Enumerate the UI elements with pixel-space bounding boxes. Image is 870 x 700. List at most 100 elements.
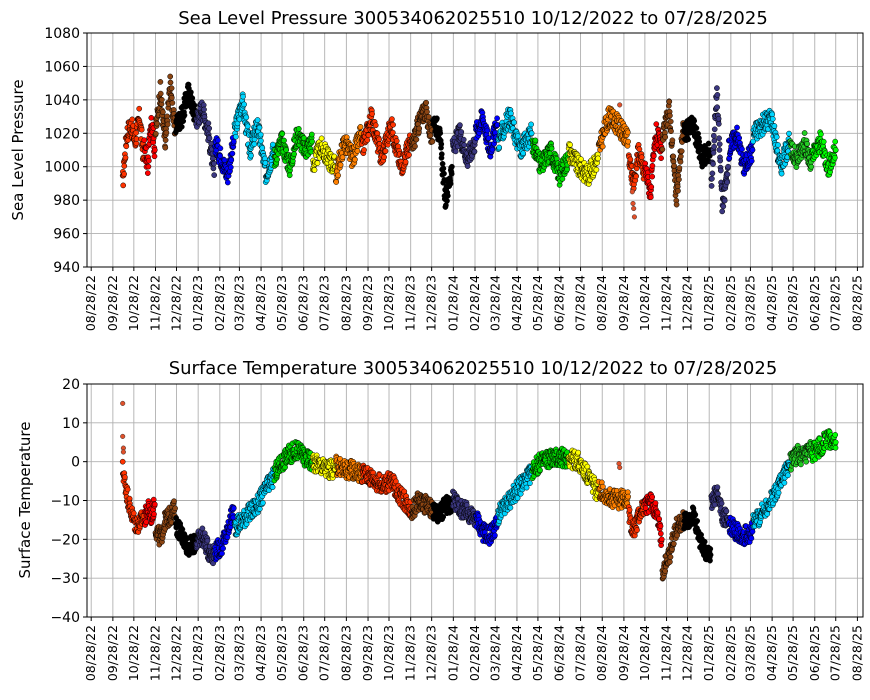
- x-tick-label: 11/28/22: [148, 275, 163, 331]
- data-point: [151, 511, 157, 518]
- data-point: [595, 155, 601, 162]
- data-point: [458, 129, 465, 135]
- data-point: [295, 125, 302, 132]
- data-point: [710, 132, 717, 139]
- data-series: [565, 141, 601, 187]
- data-point: [241, 101, 247, 108]
- data-series: [271, 125, 315, 179]
- data-point: [148, 114, 155, 121]
- data-point: [243, 114, 250, 121]
- data-point: [393, 138, 400, 144]
- data-point: [520, 150, 527, 157]
- data-point: [167, 73, 174, 80]
- data-series: [472, 510, 501, 547]
- x-tick-label: 01/28/25: [701, 275, 716, 331]
- x-tick-label: 06/28/25: [807, 275, 822, 331]
- data-point: [832, 138, 839, 145]
- data-series: [495, 463, 535, 527]
- data-point: [138, 126, 145, 133]
- data-point: [457, 122, 463, 128]
- data-point: [710, 149, 717, 156]
- data-point: [718, 500, 725, 507]
- data-point: [775, 142, 781, 148]
- data-point: [164, 121, 171, 128]
- data-series: [430, 493, 455, 525]
- data-point: [548, 145, 555, 152]
- y-tick-label: 1000: [44, 160, 80, 176]
- data-point: [230, 505, 237, 512]
- data-series: [358, 462, 414, 519]
- data-point: [123, 143, 130, 150]
- data-point: [714, 484, 721, 491]
- data-point: [269, 484, 276, 491]
- data-point: [625, 493, 631, 500]
- y-tick-label: 960: [53, 227, 80, 243]
- x-tick-label: 03/28/25: [742, 625, 757, 681]
- data-point: [121, 171, 127, 177]
- y-tick-label: −10: [50, 494, 80, 510]
- x-tick-label: 01/28/24: [445, 275, 460, 331]
- x-tick-label: 09/28/22: [105, 275, 120, 331]
- data-point: [228, 157, 235, 163]
- x-tick-label: 08/28/22: [83, 625, 98, 681]
- data-point: [257, 131, 264, 138]
- data-series: [495, 106, 535, 160]
- data-point: [528, 130, 535, 137]
- data-point: [124, 486, 131, 493]
- data-point: [508, 110, 514, 117]
- x-tick-label: 08/28/25: [849, 275, 864, 331]
- data-point: [179, 526, 186, 533]
- data-point: [158, 96, 165, 103]
- data-point: [423, 99, 430, 106]
- data-point: [136, 105, 143, 112]
- data-point: [152, 130, 159, 137]
- x-tick-label: 05/28/25: [785, 275, 800, 331]
- x-tick-label: 07/28/24: [573, 275, 588, 331]
- data-point: [668, 128, 674, 135]
- data-point: [220, 545, 226, 552]
- data-point: [673, 201, 680, 208]
- y-tick-label: 10: [62, 416, 80, 432]
- data-point: [537, 467, 543, 474]
- data-series: [565, 447, 601, 503]
- data-point: [205, 120, 212, 127]
- data-point: [670, 153, 677, 160]
- x-tick-label: 06/28/24: [552, 625, 567, 681]
- y-axis-label: Sea Level Pressure: [9, 79, 27, 220]
- x-tick-label: 03/28/23: [231, 275, 246, 331]
- x-tick-label: 06/28/24: [552, 275, 567, 331]
- data-point: [151, 153, 158, 160]
- x-tick-label: 07/28/25: [828, 275, 843, 331]
- data-point: [129, 116, 136, 123]
- data-series: [529, 445, 571, 482]
- data-point: [364, 137, 371, 143]
- data-point: [217, 153, 223, 159]
- data-point: [832, 147, 839, 153]
- data-point: [711, 143, 717, 150]
- x-tick-label: 01/28/25: [701, 625, 716, 681]
- data-point: [653, 121, 660, 127]
- data-point: [369, 111, 375, 117]
- data-point: [528, 121, 534, 128]
- x-tick-label: 11/28/23: [403, 275, 418, 331]
- x-tick-label: 10/28/22: [126, 275, 141, 331]
- data-point: [786, 130, 792, 137]
- data-point: [227, 164, 234, 171]
- data-point: [178, 123, 185, 130]
- data-point: [169, 100, 176, 106]
- data-series: [141, 496, 158, 528]
- data-point: [707, 552, 714, 558]
- data-point: [440, 165, 447, 172]
- data-point: [670, 540, 677, 547]
- data-point: [657, 523, 664, 529]
- data-point: [230, 138, 237, 145]
- data-series: [449, 488, 478, 529]
- data-point: [734, 124, 740, 131]
- data-point: [437, 130, 444, 137]
- data-point: [120, 182, 127, 189]
- data-point: [413, 136, 420, 143]
- data-point: [507, 504, 514, 511]
- data-point: [720, 203, 727, 210]
- x-tick-label: 05/28/24: [530, 625, 545, 681]
